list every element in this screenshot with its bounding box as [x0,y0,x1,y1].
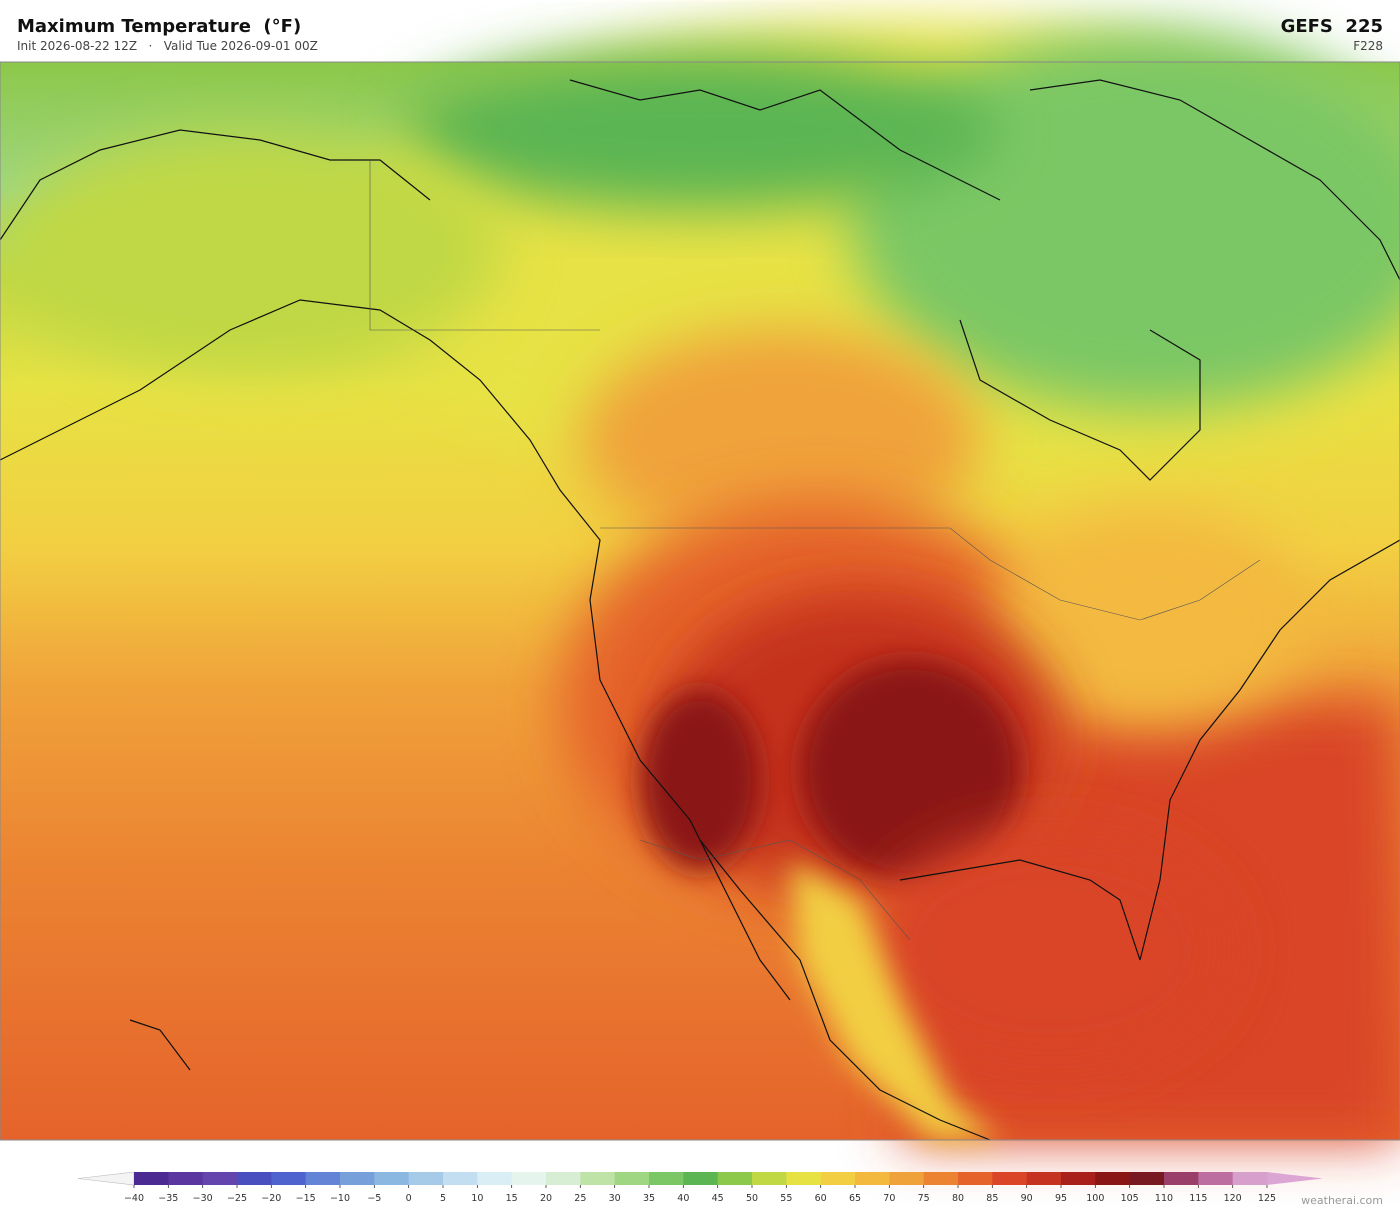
colorbar-tick-label: −15 [296,1193,316,1204]
colorbar-segment [1026,1172,1062,1185]
colorbar-segment [374,1172,410,1185]
colorbar-segment [271,1172,307,1185]
colorbar-segment [855,1172,890,1185]
colorbar-segment [923,1172,959,1185]
colorbar-tick-label: 50 [746,1193,758,1204]
colorbar-tick-label: 105 [1121,1193,1139,1204]
colorbar-segment [202,1172,238,1185]
colorbar-segment [1232,1172,1268,1185]
colorbar-segment [649,1172,684,1185]
colorbar-tick-label: 15 [506,1193,518,1204]
colorbar-tick-label: 75 [918,1193,930,1204]
colorbar-tick-label: 90 [1021,1193,1033,1204]
colorbar-tick-label: 85 [986,1193,998,1204]
colorbar-tick-label: 120 [1224,1193,1242,1204]
map-frame [0,61,1400,1141]
colorbar-segment [992,1172,1028,1185]
colorbar-tick-label: 10 [471,1193,483,1204]
colorbar-segment [237,1172,272,1185]
colorbar-tick-label: 0 [406,1193,412,1204]
colorbar-tick-label: 45 [712,1193,724,1204]
colorbar-segment [511,1172,547,1185]
colorbar-segment [786,1172,822,1185]
title: Maximum Temperature (°F) [17,16,302,37]
colorbar-segment [752,1172,787,1185]
colorbar-tick-label: −5 [367,1193,381,1204]
colorbar-tick-label: −40 [124,1193,144,1204]
colorbar-tick-label: −10 [330,1193,350,1204]
colorbar-tick-label: 5 [440,1193,446,1204]
colorbar-segment [305,1172,341,1185]
colorbar-tick-label: 100 [1086,1193,1104,1204]
colorbar-tick-label: 70 [883,1193,895,1204]
forecast-hour: F228 [1353,39,1383,53]
coastlines [0,79,1400,1141]
colorbar-tick-label: 110 [1155,1193,1173,1204]
colorbar-segment [1061,1172,1096,1185]
colorbar-tick-label: 25 [574,1193,586,1204]
colorbar-tick-label: 35 [643,1193,655,1204]
colorbar-tick-label: 80 [952,1193,964,1204]
colorbar-tick-label: −30 [193,1193,213,1204]
colorbar-tick-label: 65 [849,1193,861,1204]
colorbar-tick-label: −35 [158,1193,178,1204]
colorbar-under [77,1171,135,1186]
colorbar-segment [820,1172,856,1185]
model-run: GEFS 225 [1280,16,1383,37]
colorbar-segment [443,1172,478,1185]
colorbar-tick-label: 55 [780,1193,792,1204]
colorbar-segment [546,1172,581,1185]
colorbar-segment [477,1172,513,1185]
colorbar-tick-label: 20 [540,1193,552,1204]
colorbar-tick-label: −20 [261,1193,281,1204]
colorbar-tick-label: 30 [609,1193,621,1204]
colorbar-segment [717,1172,753,1185]
subtitle: Init 2026-08-22 12Z · Valid Tue 2026-09-… [17,39,318,53]
colorbar-segment [958,1172,993,1185]
colorbar-tick-label: 60 [815,1193,827,1204]
colorbar-segment [1129,1172,1165,1185]
colorbar-segment [1164,1172,1199,1185]
colorbar-segment [889,1172,925,1185]
colorbar-segment [683,1172,719,1185]
colorbar-tick-label: 40 [677,1193,689,1204]
colorbar-segment [1198,1172,1234,1185]
colorbar-tick-label: 95 [1055,1193,1067,1204]
colorbar-segment [1095,1172,1131,1185]
colorbar-segment [408,1172,444,1185]
temperature-field [0,20,1400,1140]
colorbar-tick-label: 125 [1258,1193,1276,1204]
colorbar-tick-label: −25 [227,1193,247,1204]
colorbar-tick-label: 115 [1189,1193,1207,1204]
colorbar-segment [580,1172,616,1185]
colorbar-segment [340,1172,375,1185]
credit: weatherai.com [1301,1194,1383,1207]
colorbar-segment [168,1172,204,1185]
colorbar: −40 −35 −30 −25 −20 −15 −10 −5 0 5 10 15 20 25 30 35 40 4… [77,1171,1323,1204]
colorbar-over [1267,1172,1323,1185]
borders [369,160,1261,941]
colorbar-segment [134,1172,169,1185]
colorbar-segment [614,1172,650,1185]
